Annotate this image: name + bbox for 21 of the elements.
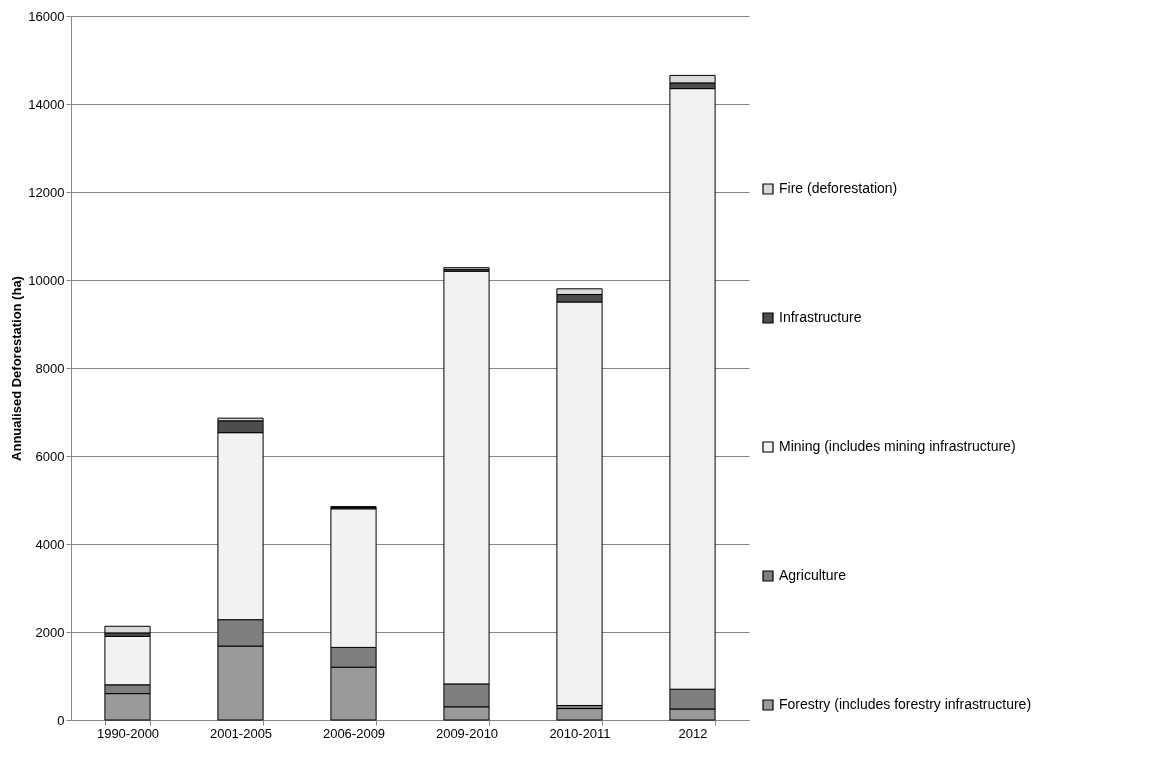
legend-label: Mining (includes mining infrastructure) [779,438,1016,454]
x-tick-label: 1990-2000 [96,725,160,741]
legend-label: Fire (deforestation) [779,180,898,196]
legend-label: Forestry (includes forestry infrastructure) [779,696,1032,712]
y-axis-title: Annualised Deforestation (ha) [9,276,25,461]
y-tick-label: 16000 [28,8,65,24]
y-tick-label: 6000 [35,448,65,464]
y-tick-label: 4000 [35,536,65,552]
x-tick-label: 2012 [678,725,708,741]
legend-label: Infrastructure [779,309,862,325]
y-tick-label: 2000 [35,624,65,640]
y-tick-label: 0 [57,712,65,728]
x-tick-label: 2010-2011 [549,725,611,741]
x-tick-label: 2006-2009 [322,725,386,741]
legend-label: Agriculture [779,567,847,583]
y-tick-label: 12000 [28,184,65,200]
y-tick-label: 10000 [28,272,65,288]
y-tick-label: 14000 [28,96,65,112]
x-tick-label: 2001-2005 [209,725,273,741]
y-tick-label: 8000 [35,360,65,376]
x-tick-label: 2009-2010 [435,725,499,741]
